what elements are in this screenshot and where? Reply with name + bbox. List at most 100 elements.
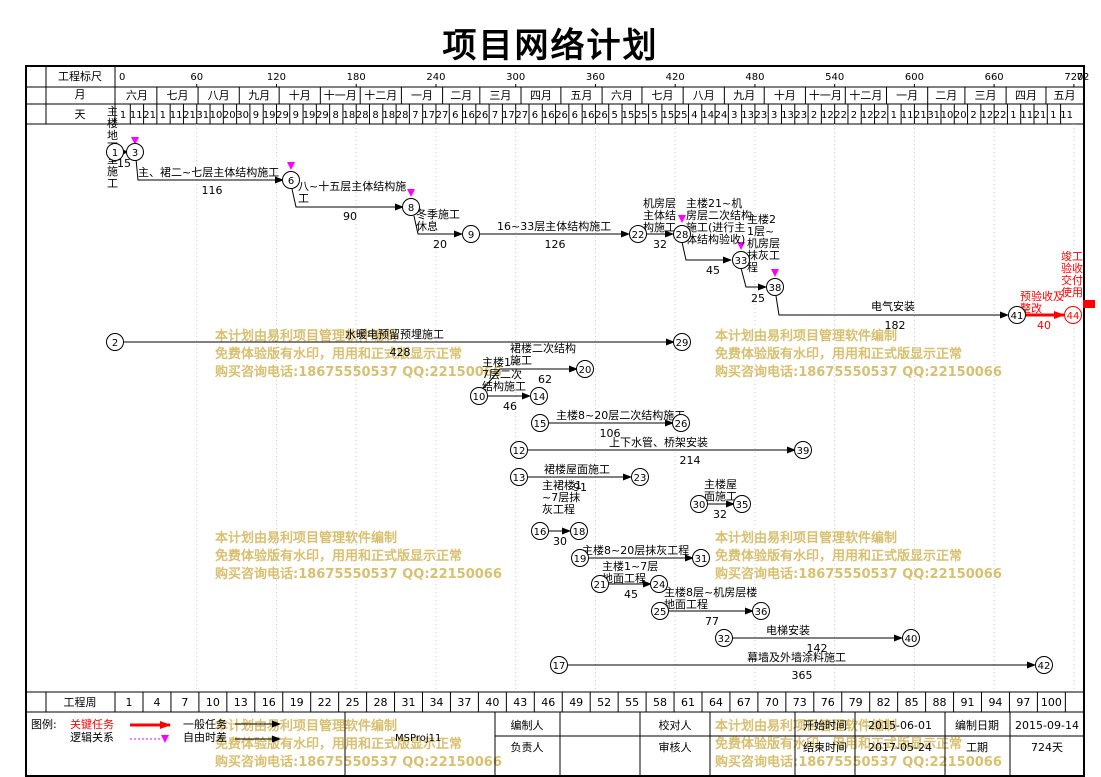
event-node-label: 16 [534,527,547,538]
day-cell: 21 [914,110,927,121]
day-cell: 26 [595,110,608,121]
task-duration: 91 [573,481,587,494]
day-cell: 3 [731,110,737,121]
week-cell: 82 [877,696,891,709]
event-node [402,198,420,216]
day-cell: 3 [771,110,777,121]
week-cell: 4 [153,696,160,709]
week-cell: 73 [793,696,807,709]
day-cell: 13 [781,110,794,121]
event-node-label: 31 [695,554,708,565]
day-cell: 11 [130,110,143,121]
week-cell: 58 [653,696,667,709]
day-cell: 11 [170,110,183,121]
week-label: 工程周 [64,696,97,709]
watermark-line-3: 购买咨询电话:18675550537 QQ:22150066 [715,364,1002,380]
day-cell: 24 [715,110,728,121]
month-cell: 五月 [1053,89,1075,102]
event-node [1008,306,1026,324]
event-node [651,602,669,620]
scale-tick: 60 [190,72,203,83]
watermark-line-3: 购买咨询电话:18675550537 QQ:22150066 [215,364,502,380]
start-label: 开始时间 [803,718,847,732]
day-cell: 18 [382,110,395,121]
task-name: 裙楼二次结构 [510,341,576,355]
event-node [470,387,488,405]
task-name: ~7层抹 [542,491,580,504]
day-cell: 6 [532,110,538,121]
watermarks: 本计划由易利项目管理软件编制免费体验版有水印，用用和正式版显示正常购买咨询电话:… [215,328,1002,770]
week-cell: 64 [709,696,723,709]
month-cell: 九月 [733,89,755,102]
day-cell: 1 [1010,110,1016,121]
date-label: 编制日期 [955,718,999,732]
watermark-line-1: 本计划由易利项目管理软件编制 [215,718,397,734]
event-node [1035,656,1053,674]
day-cell: 21 [183,110,196,121]
day-cell: 6 [452,110,458,121]
month-cell: 九月 [248,89,270,102]
watermark-line-1: 本计划由易利项目管理软件编制 [215,328,397,344]
day-cell: 28 [396,110,409,121]
event-node-label: 30 [693,500,706,511]
event-node [550,656,568,674]
event-node [794,441,812,459]
event-node-label: 25 [654,607,667,618]
week-cell: 1 [126,696,133,709]
task-name: 构施工 [643,220,676,234]
day-cell: 20 [223,110,236,121]
event-node [733,495,751,513]
task-name: 使用 [1061,286,1083,299]
day-row: 1 11 21 1 11 21 31 10 20 30 9 19 29 9 19 29 8 18 28 8 18 28 7 1… [120,104,1073,124]
scale-tick: 0 [119,72,125,83]
task-name: 休息 [416,219,438,233]
task-name: 面施工 [704,490,737,503]
day-cell: 29 [316,110,329,121]
watermark-line-2: 免费体验版有水印，用用和正式版显示正常 [715,548,962,564]
day-cell: 19 [263,110,276,121]
event-node-label: 28 [676,230,689,241]
software-name: MSProj11 [395,733,441,744]
event-node [462,225,480,243]
month-cell: 七月 [652,89,674,102]
footer: 图例: 关键任务 逻辑关系 一般任务 自由时差 MSProj11 编制人 负责人… [31,712,1084,776]
event-node-label: 10 [473,392,486,403]
day-cell: 25 [675,110,688,121]
event-node [570,522,588,540]
week-cell: 16 [262,696,276,709]
task-name: 16~33层主体结构施工 [497,219,611,233]
watermark-line-2: 免费体验版有水印，用用和正式版显示正常 [215,346,462,362]
scale-tick: 240 [426,72,445,83]
event-node [531,414,549,432]
task-duration: 182 [885,319,906,332]
event-node-label: 1 [112,148,118,159]
task-duration: 90 [343,210,357,223]
task-duration: 126 [545,238,566,251]
scale-tick: 420 [666,72,685,83]
finish-flag [1083,300,1095,308]
day-cell: 4 [691,110,697,121]
task-name: 1层~ [747,225,774,238]
task-duration: 32 [713,508,727,521]
task-name: 施工 [510,354,532,367]
page-title: 项目网络计划 [442,26,659,66]
task-labels: 主楼地下室施工15主、裙二~七层主体结构施工116八~十五层主体结构施工90冬季… [107,105,1083,682]
day-cell: 16 [542,110,555,121]
week-cell: 49 [569,696,583,709]
month-cell: 三月 [489,89,511,102]
watermark-line-2: 免费体验版有水印，用用和正式版显示正常 [215,548,462,564]
event-node [673,225,691,243]
event-node-label: 44 [1067,311,1080,322]
task-duration: 142 [807,642,828,655]
week-cell: 88 [933,696,947,709]
legend-label: 图例: [31,717,57,731]
event-node-label: 20 [579,365,592,376]
event-node [672,414,690,432]
event-node-label: 3 [132,148,138,159]
event-node-label: 41 [1011,311,1024,322]
day-cell: 20 [954,110,967,121]
task-name: 八~十五层主体结构施 [298,179,406,193]
task-name: 验收 [1061,261,1083,275]
task-name: 工 [298,192,309,205]
